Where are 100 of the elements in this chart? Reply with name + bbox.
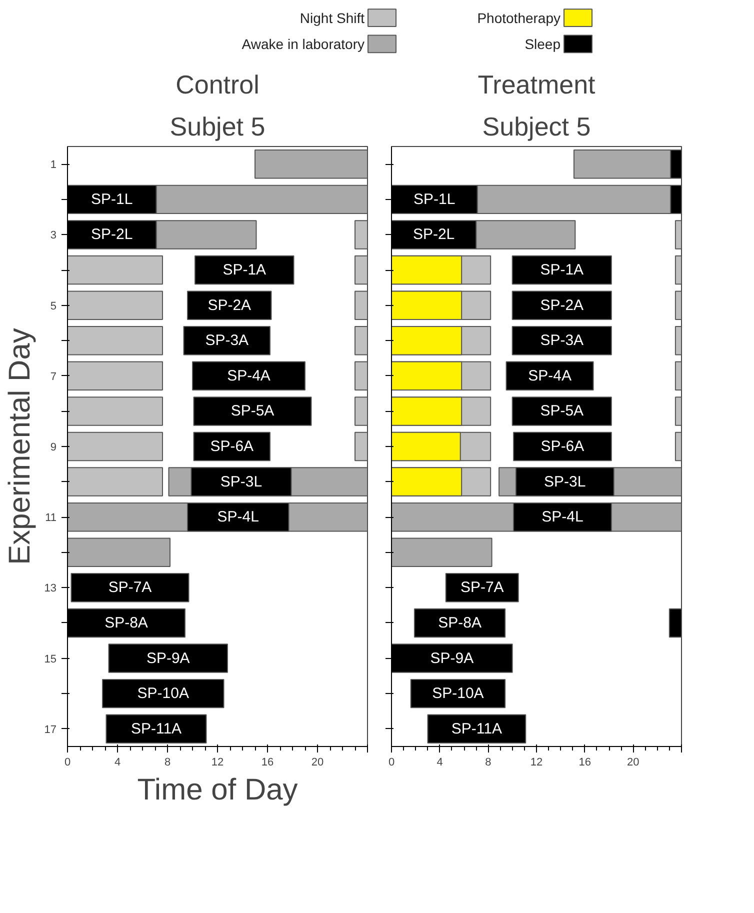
y-axis-title: Experimental Day (3, 328, 36, 565)
data-label: SP-5A (230, 402, 274, 420)
data-label: SP-1A (540, 262, 584, 279)
data-label: SP-8A (438, 614, 482, 632)
bar (354, 361, 368, 391)
bar (668, 608, 682, 638)
bar (513, 432, 612, 462)
x-tick-label: 12 (211, 756, 224, 768)
bar (68, 255, 163, 285)
y-tick-label: 3 (50, 230, 57, 242)
data-label: SP-11A (451, 720, 502, 738)
bar (68, 467, 163, 496)
bar (108, 644, 228, 673)
bar (254, 150, 368, 179)
data-label: SP-2L (412, 226, 455, 244)
bar (68, 538, 170, 567)
bar (674, 220, 682, 250)
bar (192, 361, 306, 391)
data-label: SP-5A (540, 402, 584, 420)
x-tick-label: 12 (530, 756, 543, 768)
bar (68, 396, 163, 426)
data-label: SP-10A (137, 685, 189, 702)
data-label: SP-1L (91, 190, 133, 208)
data-label: SP-3A (540, 332, 584, 350)
y-tick-label: 11 (45, 512, 57, 524)
y-tick-label: 13 (44, 582, 57, 595)
legend-label: Phototherapy (477, 10, 561, 26)
data-label: SP-4A (227, 367, 270, 384)
data-label: SP-3A (205, 332, 249, 350)
x-tick-label: 16 (578, 756, 591, 768)
x-tick-label: 4 (114, 756, 121, 768)
bar (68, 290, 163, 320)
data-label: SP-8A (104, 614, 148, 632)
bar (674, 255, 682, 285)
data-label: SP-2A (208, 296, 252, 314)
data-label: SP-1L (414, 190, 456, 208)
x-tick-label: 0 (388, 756, 395, 768)
bar (354, 220, 368, 250)
bar (354, 255, 368, 285)
y-tick-label: 9 (50, 442, 57, 454)
bar (512, 290, 612, 320)
data-label: SP-4L (542, 508, 584, 526)
data-label: SP-6A (540, 438, 584, 455)
x-tick-label: 0 (64, 756, 71, 768)
bar (68, 326, 163, 356)
bar (102, 678, 224, 708)
bar (354, 432, 368, 462)
data-label: SP-7A (460, 579, 504, 596)
data-label: SP-7A (108, 579, 152, 596)
legend-label: Awake in laboratory (242, 36, 365, 52)
bar (445, 573, 519, 602)
y-tick-label: 7 (50, 370, 57, 383)
bar (506, 361, 594, 391)
x-tick-label: 20 (627, 756, 640, 768)
data-label: SP-1A (222, 262, 266, 279)
bar (674, 290, 682, 320)
x-tick-label: 8 (485, 756, 492, 768)
bar (414, 608, 506, 638)
bar (410, 678, 506, 708)
bar (674, 432, 682, 462)
bar (68, 432, 163, 462)
y-tick-label: 5 (50, 300, 57, 312)
bar (183, 326, 270, 356)
legend-label: Night Shift (300, 10, 365, 26)
chart-title: Control (176, 70, 260, 100)
data-label: SP-9A (146, 650, 190, 667)
x-tick-label: 16 (261, 756, 274, 768)
data-label: SP-9A (430, 650, 474, 667)
x-tick-label: 4 (436, 756, 443, 768)
data-label: SP-3L (544, 473, 586, 490)
bar (512, 326, 612, 356)
bar (194, 255, 294, 285)
x-tick-label: 20 (311, 756, 324, 768)
y-tick-label: 1 (50, 159, 57, 172)
chart-title: Treatment (478, 70, 596, 100)
bar (674, 326, 682, 356)
bar (193, 396, 312, 426)
bar (354, 326, 368, 356)
bar (187, 290, 272, 320)
bar (674, 396, 682, 426)
y-tick-label: 15 (44, 653, 57, 666)
data-label: SP-3L (220, 473, 262, 490)
bar (354, 396, 368, 426)
data-label: SP-2L (91, 226, 133, 244)
bar (512, 255, 612, 285)
legend-label: Sleep (524, 36, 561, 52)
x-tick-label: 8 (164, 756, 171, 768)
chart-subtitle: Subjet 5 (170, 112, 266, 142)
bar (512, 396, 612, 426)
chart-subtitle: Subject 5 (482, 112, 591, 142)
bar (68, 361, 163, 391)
data-label: SP-4L (217, 508, 259, 526)
bar (674, 361, 682, 391)
data-label: SP-4A (528, 367, 572, 384)
bar (193, 432, 270, 462)
bar (392, 538, 492, 567)
bar (354, 290, 368, 320)
data-label: SP-2A (540, 296, 584, 314)
data-label: SP-11A (130, 720, 182, 738)
x-axis-title: Time of Day (137, 774, 298, 806)
